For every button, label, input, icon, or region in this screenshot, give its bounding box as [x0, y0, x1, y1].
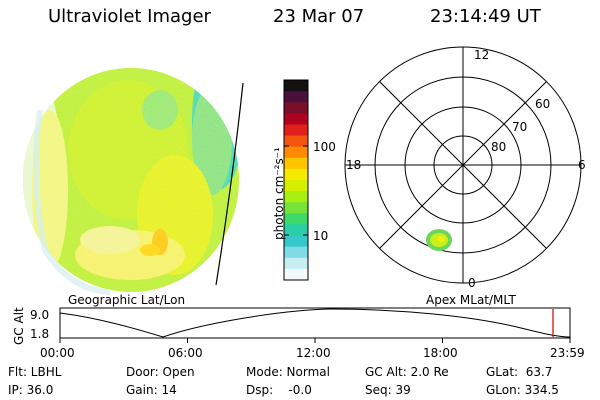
observation-time: 23:14:49 UT [430, 6, 541, 27]
gain-status: Gain: 14 [126, 383, 177, 397]
colorbar-stripe [284, 246, 308, 259]
timeline-xtick-1800: 18:00 [423, 346, 458, 360]
colorbar-stripe [284, 146, 308, 159]
colorbar [283, 79, 309, 281]
colorbar-stripe [284, 124, 308, 137]
timeline-xtick-1200: 12:00 [296, 346, 331, 360]
mlt-label-0: 0 [468, 276, 476, 290]
timeline-xtick-0000: 00:00 [40, 346, 75, 360]
colorbar-stripe [284, 113, 308, 125]
mlat-label-70: 70 [512, 120, 528, 134]
mlt-label-12: 12 [474, 48, 490, 62]
seq-status: Seq: 39 [365, 383, 411, 397]
dsp-status: Dsp: -0.0 [246, 383, 312, 397]
altitude-curve [59, 308, 571, 338]
colorbar-stripe [284, 168, 308, 181]
colorbar-stripe [284, 80, 308, 92]
colorbar-stripe [284, 213, 308, 225]
mlt-label-6: 6 [578, 158, 586, 172]
mlat-label-80: 80 [491, 140, 507, 154]
timeline-xtick-0600: 06:00 [168, 346, 203, 360]
colorbar-stripe [284, 91, 308, 103]
colorbar-stripe [284, 268, 308, 281]
timeline-xtick-2359: 23:59 [550, 346, 585, 360]
colorbar-stripe [284, 257, 308, 270]
terminator-line [215, 82, 244, 286]
glat-status: GLat: 63.7 [486, 365, 553, 379]
mlt-label-18: 18 [346, 158, 362, 172]
geographic-projection-label: Geographic Lat/Lon [68, 293, 186, 307]
gc-alt-status: GC Alt: 2.0 Re [365, 365, 449, 379]
instrument-title: Ultraviolet Imager [48, 6, 211, 27]
colorbar-tick-10: 10 [313, 229, 329, 243]
timeline-axis-label: GC Alt [12, 307, 26, 345]
colorbar-stripe [284, 102, 308, 114]
timeline-ytick-low: 1.8 [30, 327, 50, 341]
filter-status: Flt: LBHL [8, 365, 62, 379]
mlat-label-60: 60 [535, 97, 551, 111]
colorbar-stripe [284, 235, 308, 248]
colorbar-stripe [284, 135, 308, 148]
door-status: Door: Open [126, 365, 195, 379]
glon-status: GLon: 334.5 [486, 383, 559, 397]
colorbar-stripe [284, 224, 308, 237]
apex-projection-label: Apex MLat/MLT [426, 293, 516, 307]
colorbar-tick-100: 100 [313, 140, 336, 154]
colorbar-stripe [284, 157, 308, 170]
colorbar-stripe [284, 202, 308, 214]
timeline-ytick-high: 9.0 [30, 308, 50, 322]
observation-date: 23 Mar 07 [273, 6, 365, 27]
colorbar-stripe [284, 180, 308, 192]
mode-status: Mode: Normal [246, 365, 330, 379]
colorbar-stripe [284, 191, 308, 203]
ip-status: IP: 36.0 [8, 383, 54, 397]
auroral-spot [426, 229, 452, 251]
